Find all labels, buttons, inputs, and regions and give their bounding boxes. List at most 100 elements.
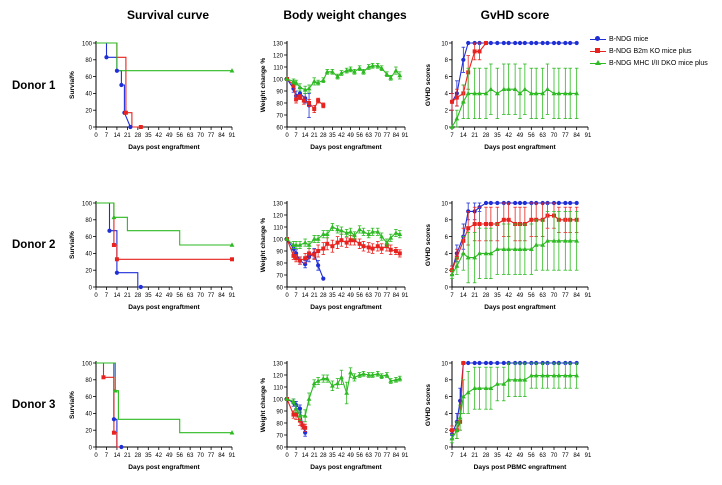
data-point [501,360,506,366]
data-point [291,412,296,417]
x-tick-label: 35 [145,293,152,299]
x-tick-label: 14 [460,133,467,139]
data-point [321,246,326,251]
x-tick-label: 42 [155,133,162,139]
data-point [556,90,562,96]
series-red [450,41,488,111]
x-tick-label: 84 [218,293,225,299]
survival-marker-blue [111,417,117,422]
data-point [397,376,403,381]
data-point [384,372,390,377]
data-point [397,72,403,78]
data-point [556,373,562,378]
x-tick-label: 28 [483,453,490,459]
series-line-red [96,362,122,448]
data-point [297,258,302,263]
data-point [556,238,562,243]
legend: B-NDG mice B-NDG B2m KO mice plus B-NDG … [590,33,708,69]
data-point [568,40,573,46]
y-tick-label: 20 [85,269,92,275]
survival-marker-blue [128,124,133,130]
data-point [513,200,518,206]
y-tick-label: 90 [276,249,283,255]
y-tick-label: 60 [85,235,92,241]
series-red [96,362,122,448]
data-point [307,101,312,105]
data-point [533,242,539,247]
data-point [294,412,299,417]
data-point [291,398,296,404]
data-point [316,249,321,253]
data-point [545,86,550,91]
data-point [307,251,312,256]
y-axis-label: GVHD scores [425,384,432,426]
x-tick-label: 21 [471,293,478,299]
data-point [361,371,366,376]
data-point [501,40,506,46]
data-point [488,222,493,226]
y-tick-label: 6 [445,395,449,401]
y-tick-label: 120 [273,213,284,219]
x-tick-label: 14 [302,293,309,299]
x-tick-label: 7 [105,453,109,459]
y-tick-label: 70 [276,273,283,279]
data-point [335,380,340,386]
x-tick-label: 7 [450,293,454,299]
data-point [324,231,330,236]
data-point [488,200,493,206]
series-blue [449,200,579,275]
x-axis-label: Days post engraftment [310,304,382,311]
data-point [551,373,557,378]
data-point [517,377,523,382]
data-point [483,385,489,390]
data-point [293,80,299,85]
x-tick-label: 7 [105,133,109,139]
data-point [488,385,494,390]
data-point [540,242,546,247]
data-point [315,236,321,241]
series-line-green [96,42,232,72]
column-title-survival: Survival curve [126,8,210,22]
data-point [477,360,482,366]
series-line-blue [451,362,577,435]
survival-marker-red [123,110,128,115]
legend-item-b2m: B-NDG B2m KO mice plus [590,45,708,57]
data-point [506,246,512,251]
x-tick-label: 56 [528,453,535,459]
data-point [366,231,372,236]
x-axis-label: Days post engraftment [128,304,200,311]
data-point [517,90,523,96]
series-line-red [96,42,141,128]
data-point [384,71,390,76]
series-line-green [451,375,577,439]
x-tick-label: 7 [450,133,454,139]
y-tick-label: 110 [273,385,283,391]
y-axis-label: Weight change % [260,218,267,273]
x-tick-label: 63 [365,133,372,139]
data-point [517,200,523,206]
x-tick-label: 70 [374,453,381,459]
data-point [357,241,362,246]
data-point [316,98,321,103]
x-tick-label: 77 [208,293,215,299]
series-green [284,367,403,423]
y-tick-label: 80 [276,101,283,107]
x-tick-label: 42 [338,133,345,139]
data-point [506,40,511,46]
x-tick-label: 35 [494,133,501,139]
y-tick-label: 2 [445,429,449,435]
data-point [484,41,488,45]
x-tick-label: 42 [338,293,345,299]
x-tick-label: 7 [294,453,298,459]
data-point [348,66,353,72]
data-point [528,90,534,96]
data-point [348,238,353,243]
x-tick-label: 63 [187,453,194,459]
x-tick-label: 70 [374,133,381,139]
x-tick-label: 28 [320,293,327,299]
data-point [335,226,340,232]
x-axis-label: Days post engraftment [128,464,200,471]
x-tick-label: 63 [365,453,372,459]
data-point [545,40,550,46]
